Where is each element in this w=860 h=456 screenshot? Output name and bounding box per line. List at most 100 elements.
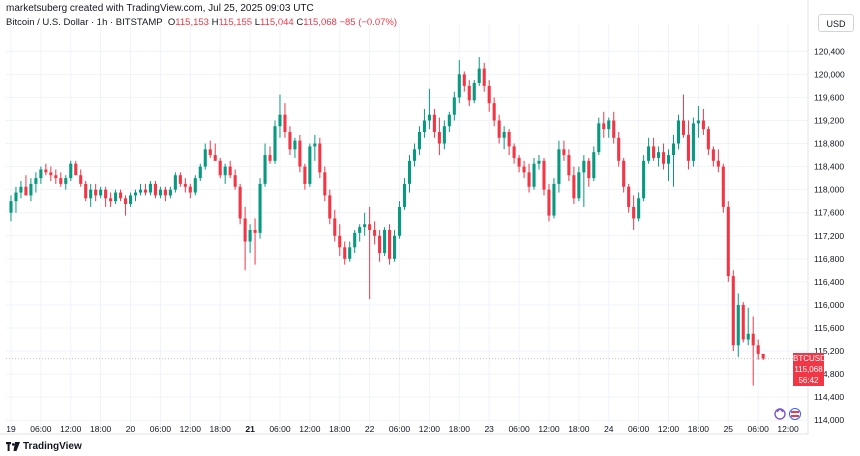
x-tick-label: 06:00 [269,424,291,434]
candle-body [676,120,681,144]
candle [94,183,98,202]
candle-body [148,183,153,193]
candle-body [233,175,237,187]
candle-body [637,198,641,219]
candle [228,160,232,179]
close-label: C [296,17,304,28]
candle [133,189,138,202]
x-tick-label: 24 [604,424,614,434]
candle [248,224,252,254]
x-tick-label: 25 [724,424,734,434]
candle [89,183,93,207]
candle [706,126,710,156]
candle [178,172,182,187]
price-axis[interactable]: 114,000 114,400 114,800 115,200 115,600 116,0… [807,0,845,434]
candle-body [522,166,526,173]
candle-body [572,175,576,199]
tradingview-logo[interactable]: TradingView [6,441,82,452]
candle [736,293,740,357]
candle-body [632,206,636,219]
candle-body [328,195,332,219]
candle [452,91,456,121]
candle-body [253,230,257,233]
candle-body [761,353,765,359]
y-tick-label: 115,600 [814,323,844,333]
candle-body [681,120,686,135]
candle-body [612,120,616,138]
candle [79,169,83,187]
candle [427,88,431,130]
flag-icon[interactable] [789,408,801,420]
candle [701,108,705,135]
candle-body [736,304,740,346]
candle-body [397,206,402,236]
candle [288,126,292,156]
candle [726,201,730,282]
candle-body [741,304,745,340]
candle [313,134,317,161]
candle [308,143,312,187]
price-tag-symbol: BTCUSD [793,353,826,363]
candle-body [173,175,177,190]
y-tick-label: 115,200 [814,346,844,356]
candle [353,230,357,254]
candle [203,143,207,170]
candle [363,212,367,236]
time-axis[interactable]: 19 06:00 12:00 18:00 20 06:00 12:00 18:00 21 06:0… [0,424,808,435]
candle [39,166,43,184]
candle [298,134,302,173]
candle-body [567,155,571,176]
y-tick-label: 118,800 [814,139,844,149]
flag-icon-stripe [791,415,799,417]
candle-body [59,178,63,184]
y-tick-label: 118,000 [814,185,844,195]
currency-button[interactable]: USD [818,14,854,32]
y-tick-label: 114,000 [814,415,844,425]
candle-body [278,114,282,127]
candle-body [84,183,88,199]
x-tick-label: 23 [484,424,494,434]
candle [124,195,128,216]
replay-icon[interactable] [774,408,786,420]
candle [457,59,461,104]
candle-body [14,192,18,202]
candle [148,181,153,196]
candle-body [582,160,586,173]
candle [338,224,342,256]
candle [333,209,337,242]
y-tick-label: 116,800 [814,254,844,264]
candle [587,157,591,187]
candle [562,140,566,161]
candle [497,114,501,144]
candle-body [268,155,272,161]
candle-body [323,172,327,196]
candle-body [64,178,68,184]
price-tag-price: 115,068 [794,364,823,374]
y-tick-label: 117,200 [814,231,844,241]
candle [114,189,118,205]
candle [711,146,715,167]
candle-body [597,123,601,153]
candle-body [432,114,436,132]
candle-body [188,186,192,193]
candle-body [652,146,656,158]
y-tick-label: 114,800 [814,369,844,379]
candle-body [363,224,367,228]
candle [512,143,516,164]
candle-body [343,247,347,259]
candle-body [562,149,566,156]
candle-body [557,149,561,184]
candle [592,146,596,181]
candle-body [412,149,417,161]
candle [283,103,287,138]
candle-body [661,152,666,164]
candle-body [243,218,247,242]
y-tick-label: 119,600 [814,92,844,102]
candle-body [482,68,486,86]
high-value: 115,155 [218,17,253,28]
candle [24,175,28,196]
candle-body [517,157,521,167]
candle [158,186,162,199]
candle [477,57,481,86]
